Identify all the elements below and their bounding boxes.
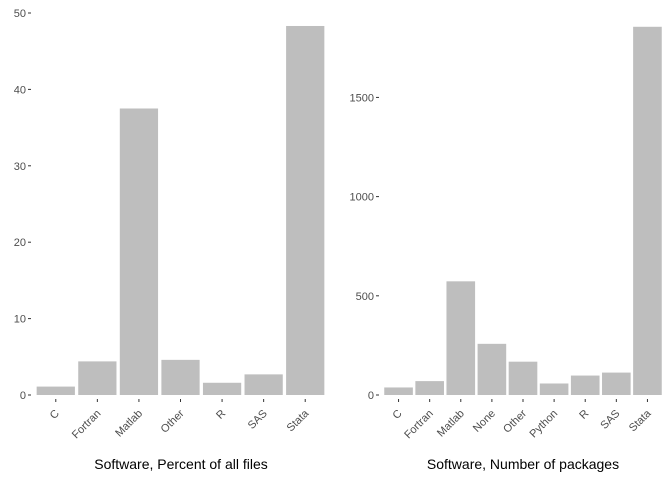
x-tick-label: Fortran bbox=[402, 408, 436, 442]
bar-none bbox=[477, 343, 507, 395]
y-tick-label: 10 bbox=[14, 314, 26, 326]
x-tick-label: Stata bbox=[285, 407, 312, 434]
y-tick-label: 20 bbox=[14, 237, 26, 249]
y-tick-label: 30 bbox=[14, 161, 26, 173]
x-axis-title: Software, Number of packages bbox=[427, 456, 619, 472]
y-axis: 0 500 1000 1500 bbox=[350, 92, 379, 402]
y-tick-label: 0 bbox=[368, 390, 374, 402]
y-tick-label: 1500 bbox=[350, 92, 374, 104]
x-tick-label: C bbox=[391, 408, 405, 422]
y-tick-label: 0 bbox=[20, 390, 26, 402]
y-tick-label: 40 bbox=[14, 84, 26, 96]
x-axis-title: Software, Percent of all files bbox=[94, 456, 268, 472]
bar-matlab bbox=[446, 281, 476, 395]
x-tick-label: R bbox=[214, 408, 228, 422]
x-tick-label: Fortran bbox=[70, 408, 104, 442]
x-tick-label: SAS bbox=[598, 408, 622, 432]
bar-python bbox=[539, 383, 569, 395]
bar-sas bbox=[602, 372, 631, 395]
x-tick-label: C bbox=[48, 408, 62, 422]
bar-stata bbox=[633, 26, 662, 395]
x-tick-label: Python bbox=[528, 408, 561, 441]
bar-c bbox=[384, 387, 413, 395]
bar-r bbox=[202, 382, 242, 395]
y-axis: 0 10 20 30 40 50 bbox=[14, 8, 31, 402]
x-tick-label: Other bbox=[501, 407, 529, 435]
bar-c bbox=[36, 386, 75, 395]
bars-group bbox=[384, 26, 662, 395]
x-axis: C Fortran Matlab Other R SAS Stata bbox=[48, 399, 312, 441]
panel-percent-of-files: 0 10 20 30 40 50 C Fortran Matlab Other R SAS Stata… bbox=[14, 8, 325, 472]
x-tick-label: None bbox=[471, 408, 498, 435]
bar-fortran bbox=[78, 361, 117, 395]
bar-sas bbox=[244, 374, 283, 395]
bar-stata bbox=[286, 25, 325, 396]
x-tick-label: R bbox=[577, 408, 591, 422]
bars-group bbox=[36, 25, 325, 396]
bar-matlab bbox=[119, 108, 159, 395]
x-tick-label: Other bbox=[159, 407, 187, 435]
y-tick-label: 1000 bbox=[350, 192, 374, 204]
bar-fortran bbox=[415, 381, 444, 395]
bar-other bbox=[161, 359, 200, 395]
bar-other bbox=[508, 361, 538, 395]
x-tick-label: Matlab bbox=[113, 408, 145, 440]
x-tick-label: SAS bbox=[246, 408, 270, 432]
y-tick-label: 50 bbox=[14, 8, 26, 20]
x-tick-label: Matlab bbox=[435, 408, 467, 440]
bar-r bbox=[570, 375, 600, 395]
y-tick-label: 500 bbox=[356, 291, 374, 303]
x-tick-label: Stata bbox=[627, 407, 654, 434]
